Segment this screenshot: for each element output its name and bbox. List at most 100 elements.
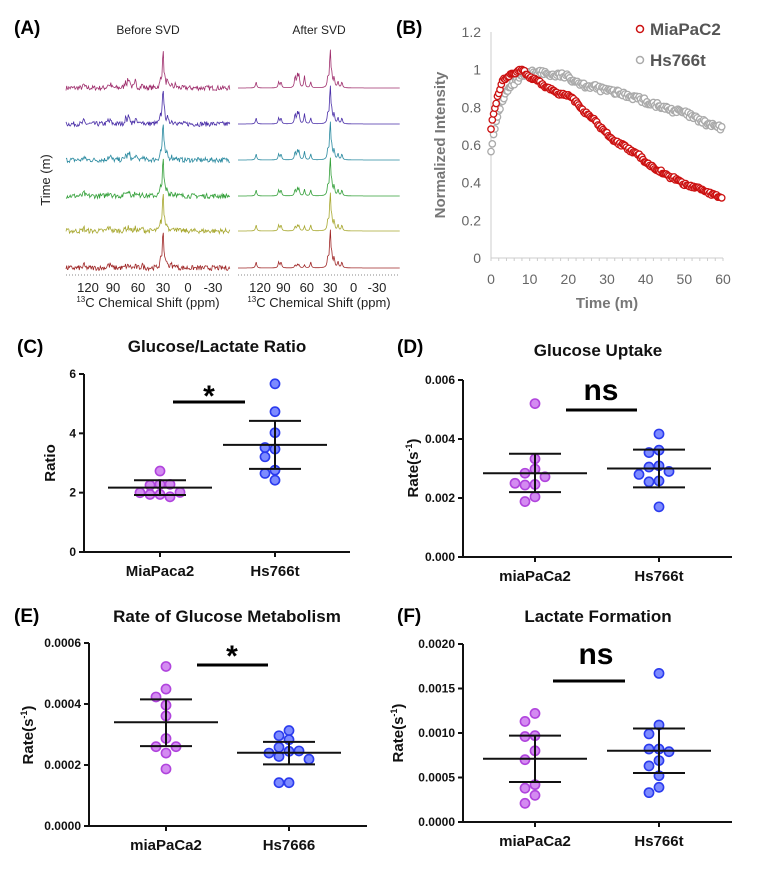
x-axis-label-text: C Chemical Shift (ppm) — [85, 295, 219, 310]
spectrum-trace — [238, 157, 400, 197]
panel-label: (E) — [14, 606, 39, 627]
data-point — [488, 116, 497, 124]
x-tick-label: 50 — [677, 271, 693, 287]
data-point — [273, 730, 285, 742]
spectrum-trace — [238, 121, 400, 161]
y-axis-label: Rate(s-1) — [404, 439, 422, 498]
data-point — [269, 474, 281, 486]
spectrum-trace — [65, 124, 231, 164]
category-label: miaPaCa2 — [499, 833, 571, 850]
x-tick-label: 30 — [599, 271, 615, 287]
x-tick-label: 0 — [350, 280, 357, 295]
y-axis-label-text: Rate(s — [390, 717, 407, 763]
y-tick-label: 0.0005 — [418, 771, 455, 785]
x-tick-label: 90 — [106, 280, 120, 295]
category-label: Hs766t — [250, 563, 299, 580]
data-point — [633, 468, 645, 480]
data-point — [160, 661, 172, 672]
panel-label: (F) — [397, 606, 421, 627]
data-point — [519, 479, 531, 491]
data-point — [529, 491, 541, 503]
data-point — [519, 797, 531, 809]
category-label: miaPaCa2 — [499, 568, 571, 585]
data-point — [269, 378, 281, 390]
y-tick-label: 0.0006 — [44, 636, 81, 650]
y-tick-label: 0.0020 — [418, 637, 455, 651]
data-point — [643, 728, 655, 740]
x-tick-label: -30 — [368, 280, 387, 295]
x-tick-label: 0 — [487, 271, 495, 287]
x-tick-label: 10 — [522, 271, 538, 287]
spectrum-trace — [238, 192, 400, 232]
legend-marker — [635, 55, 645, 65]
y-tick-label: 2 — [69, 486, 76, 500]
data-point — [293, 745, 305, 757]
data-point — [487, 125, 495, 133]
data-point — [273, 741, 285, 753]
y-tick-label: 1 — [473, 62, 481, 78]
data-point — [509, 477, 521, 489]
x-axis-label-superscript: 13 — [247, 295, 256, 304]
x-tick-label: 30 — [156, 280, 170, 295]
subplot-title: After SVD — [292, 23, 346, 37]
data-point — [529, 789, 541, 801]
chart-title: Glucose Uptake — [534, 341, 663, 360]
data-point — [154, 465, 166, 477]
category-label: Hs766t — [634, 833, 683, 850]
spectrum-trace — [238, 85, 400, 125]
subplot-title: Before SVD — [116, 23, 180, 37]
significance-label: ns — [578, 638, 613, 671]
y-axis-label: Rate(s-1) — [19, 706, 37, 765]
y-tick-label: 6 — [69, 367, 76, 381]
x-tick-label: 120 — [77, 280, 99, 295]
data-point — [643, 743, 655, 755]
data-point — [283, 777, 295, 789]
data-point — [643, 461, 655, 473]
y-axis-label-superscript: -1 — [404, 444, 414, 452]
y-tick-label: 0.0015 — [418, 682, 455, 696]
y-axis-label-superscript: -1 — [389, 709, 399, 717]
x-axis-label: Time (m) — [576, 295, 638, 312]
data-point — [273, 777, 285, 789]
data-point — [303, 753, 315, 765]
spectrum-trace — [65, 90, 231, 128]
x-axis-label: 13C Chemical Shift (ppm) — [76, 295, 219, 310]
x-tick-label: 60 — [715, 271, 731, 287]
data-point — [717, 122, 726, 131]
y-axis-label-text: Ratio — [42, 444, 59, 482]
y-axis-label-end: ) — [390, 704, 407, 709]
data-point — [653, 667, 665, 679]
y-tick-label: 0.004 — [425, 432, 455, 446]
y-axis-label: Ratio — [42, 444, 59, 482]
data-point — [643, 760, 655, 772]
data-point — [653, 428, 665, 440]
data-point — [259, 467, 271, 479]
x-tick-label: 20 — [561, 271, 577, 287]
chart-title: Lactate Formation — [524, 607, 671, 626]
data-point — [643, 476, 655, 488]
data-point — [519, 496, 531, 507]
significance-label: * — [203, 380, 215, 413]
y-tick-label: 4 — [69, 426, 76, 440]
data-point — [160, 683, 172, 695]
y-tick-label: 0 — [69, 545, 76, 559]
spectrum-trace — [65, 232, 231, 272]
spectrum-trace — [65, 51, 231, 92]
y-axis-label-text: Rate(s — [20, 719, 37, 765]
data-point — [653, 501, 665, 513]
significance-label: * — [226, 640, 238, 673]
data-point — [653, 781, 665, 793]
y-axis-label: Normalized Intensity — [432, 71, 449, 218]
y-axis-label-text: Rate(s — [405, 452, 422, 498]
data-point — [717, 193, 726, 202]
category-label: miaPaCa2 — [130, 837, 202, 854]
panel-label: (A) — [14, 18, 40, 39]
spectrum-trace — [238, 49, 400, 89]
panel-label: (C) — [17, 337, 43, 358]
y-tick-label: 0.0010 — [418, 726, 455, 740]
data-point — [269, 406, 281, 418]
data-point — [487, 147, 495, 156]
y-axis-label: Rate(s-1) — [389, 704, 407, 763]
y-tick-label: 0.002 — [425, 491, 455, 505]
